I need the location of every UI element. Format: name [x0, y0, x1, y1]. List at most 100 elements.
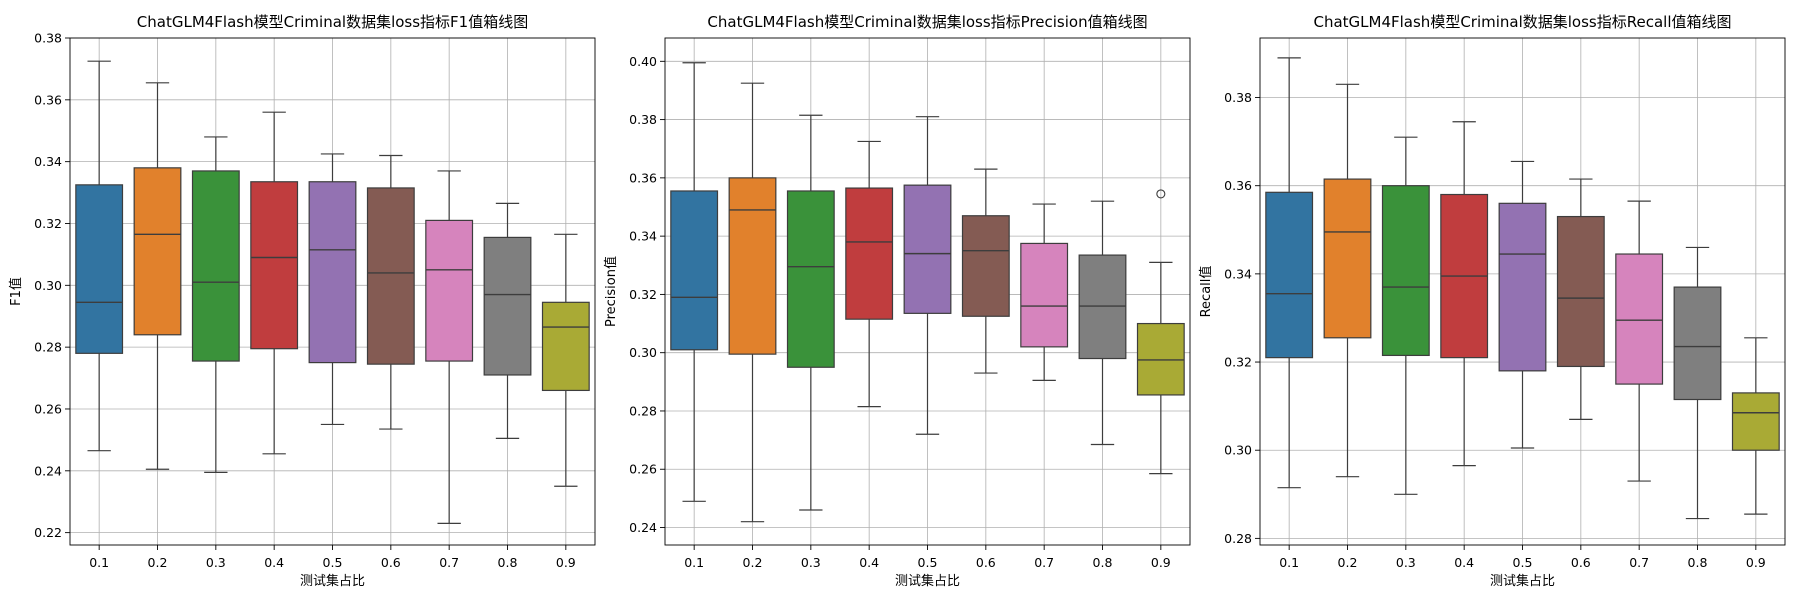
- box-body: [75, 184, 124, 354]
- box-0.6: [961, 168, 1010, 374]
- x-tick-label: 0.3: [206, 555, 226, 570]
- box-body: [1498, 202, 1547, 372]
- y-tick-label: 0.34: [629, 229, 657, 244]
- box-body: [308, 181, 357, 364]
- box-0.2: [728, 82, 777, 523]
- x-tick-label: 0.6: [1571, 555, 1591, 570]
- box-0.7: [425, 170, 474, 524]
- box-0.9: [1136, 189, 1185, 475]
- box-0.5: [903, 116, 952, 435]
- box-0.2: [1323, 83, 1372, 478]
- y-tick-label: 0.28: [1224, 531, 1252, 546]
- box-body: [961, 215, 1010, 317]
- y-tick-label: 0.32: [34, 216, 62, 231]
- box-0.7: [1020, 203, 1069, 381]
- y-tick-label: 0.36: [629, 170, 657, 185]
- box-body: [1615, 253, 1664, 385]
- x-tick-label: 0.1: [684, 555, 704, 570]
- x-tick-label: 0.8: [1093, 555, 1113, 570]
- y-tick-label: 0.36: [34, 92, 62, 107]
- box-0.4: [1440, 121, 1489, 467]
- x-tick-label: 0.4: [859, 555, 879, 570]
- y-tick-label: 0.38: [34, 31, 62, 46]
- y-tick-label: 0.30: [629, 345, 657, 360]
- box-0.1: [75, 60, 124, 452]
- y-tick-label: 0.32: [629, 287, 657, 302]
- box-0.8: [1673, 246, 1722, 520]
- x-tick-label: 0.8: [498, 555, 518, 570]
- x-tick-label: 0.3: [801, 555, 821, 570]
- chart-title: ChatGLM4Flash模型Criminal数据集loss指标Recall值箱…: [1313, 13, 1731, 31]
- box-body: [1020, 242, 1069, 348]
- x-tick-label: 0.6: [381, 555, 401, 570]
- outlier-point: [1156, 189, 1166, 199]
- y-tick-label: 0.24: [34, 463, 62, 478]
- box-0.5: [1498, 160, 1547, 449]
- x-tick-label: 0.9: [1151, 555, 1171, 570]
- box-body: [425, 219, 474, 362]
- box-body: [1673, 286, 1722, 401]
- x-tick-label: 0.2: [743, 555, 763, 570]
- x-tick-label: 0.4: [1454, 555, 1474, 570]
- y-tick-label: 0.34: [34, 154, 62, 169]
- x-tick-label: 0.7: [1034, 555, 1054, 570]
- y-tick-label: 0.40: [629, 54, 657, 69]
- box-0.5: [308, 153, 357, 426]
- y-tick-label: 0.28: [629, 403, 657, 418]
- x-axis-label: 测试集占比: [895, 573, 960, 589]
- x-tick-label: 0.2: [1338, 555, 1358, 570]
- box-body: [903, 184, 952, 314]
- x-tick-label: 0.7: [1629, 555, 1649, 570]
- box-0.4: [250, 111, 299, 455]
- x-tick-label: 0.5: [1513, 555, 1533, 570]
- y-tick-label: 0.22: [34, 525, 62, 540]
- box-0.6: [366, 154, 415, 430]
- x-tick-label: 0.1: [89, 555, 109, 570]
- box-0.8: [1078, 200, 1127, 446]
- chart-title: ChatGLM4Flash模型Criminal数据集loss指标Precisio…: [707, 13, 1147, 31]
- box-0.8: [483, 202, 532, 439]
- y-tick-label: 0.26: [629, 462, 657, 477]
- box-0.1: [670, 62, 719, 502]
- x-axis-label: 测试集占比: [300, 573, 365, 589]
- box-body: [1136, 322, 1185, 396]
- chart-panel-3: 0.28 0.30 0.32 0.34 0.36 0.38 0.1 0.2 0.3 0.4 0.5 0…: [1198, 13, 1786, 589]
- box-body: [1731, 392, 1780, 451]
- box-0.9: [541, 233, 590, 487]
- x-tick-label: 0.2: [148, 555, 168, 570]
- y-tick-label: 0.24: [629, 520, 657, 535]
- y-tick-label: 0.30: [1224, 443, 1252, 458]
- x-tick-label: 0.9: [1746, 555, 1766, 570]
- chart-panel-1: 0.22 0.24 0.26 0.28 0.30 0.32 0.34 0.36 0.38 0.1 0…: [8, 13, 596, 589]
- x-tick-label: 0.3: [1396, 555, 1416, 570]
- y-tick-label: 0.38: [1224, 90, 1252, 105]
- y-axis-label: Precision值: [603, 256, 619, 327]
- box-body: [250, 181, 299, 350]
- box-body: [1323, 178, 1372, 339]
- y-tick-label: 0.30: [34, 278, 62, 293]
- box-0.2: [133, 82, 182, 470]
- y-tick-label: 0.26: [34, 401, 62, 416]
- x-axis-label: 测试集占比: [1490, 573, 1555, 589]
- box-body: [728, 177, 777, 355]
- x-tick-label: 0.4: [264, 555, 284, 570]
- x-tick-label: 0.5: [323, 555, 343, 570]
- box-body: [541, 301, 590, 392]
- box-body: [1381, 185, 1430, 357]
- box-0.3: [191, 136, 240, 473]
- y-axis-label: Recall值: [1198, 266, 1214, 318]
- box-0.3: [1381, 136, 1430, 495]
- x-tick-label: 0.8: [1688, 555, 1708, 570]
- box-0.1: [1265, 57, 1314, 489]
- y-tick-label: 0.36: [1224, 178, 1252, 193]
- y-tick-label: 0.32: [1224, 355, 1252, 370]
- box-body: [1078, 254, 1127, 360]
- x-tick-label: 0.6: [976, 555, 996, 570]
- box-0.7: [1615, 200, 1664, 482]
- box-body: [1265, 191, 1314, 359]
- x-tick-label: 0.7: [439, 555, 459, 570]
- chart-title: ChatGLM4Flash模型Criminal数据集loss指标F1值箱线图: [137, 13, 528, 31]
- y-tick-label: 0.38: [629, 112, 657, 127]
- y-tick-label: 0.28: [34, 340, 62, 355]
